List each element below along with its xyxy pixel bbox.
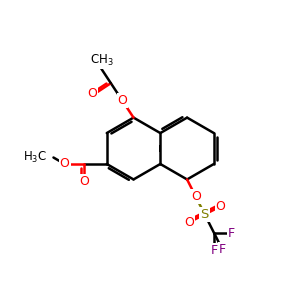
- Text: O: O: [60, 158, 70, 170]
- Text: O: O: [191, 190, 201, 203]
- Text: F: F: [211, 244, 218, 257]
- Text: F: F: [219, 243, 226, 256]
- Text: H$_3$C: H$_3$C: [23, 150, 47, 165]
- Text: CH$_3$: CH$_3$: [90, 52, 113, 68]
- Text: O: O: [118, 94, 128, 107]
- Text: O: O: [87, 87, 97, 100]
- Text: O: O: [79, 175, 89, 188]
- Text: S: S: [200, 208, 209, 221]
- Text: F: F: [228, 227, 235, 240]
- Text: O: O: [215, 200, 225, 213]
- Text: O: O: [184, 216, 194, 229]
